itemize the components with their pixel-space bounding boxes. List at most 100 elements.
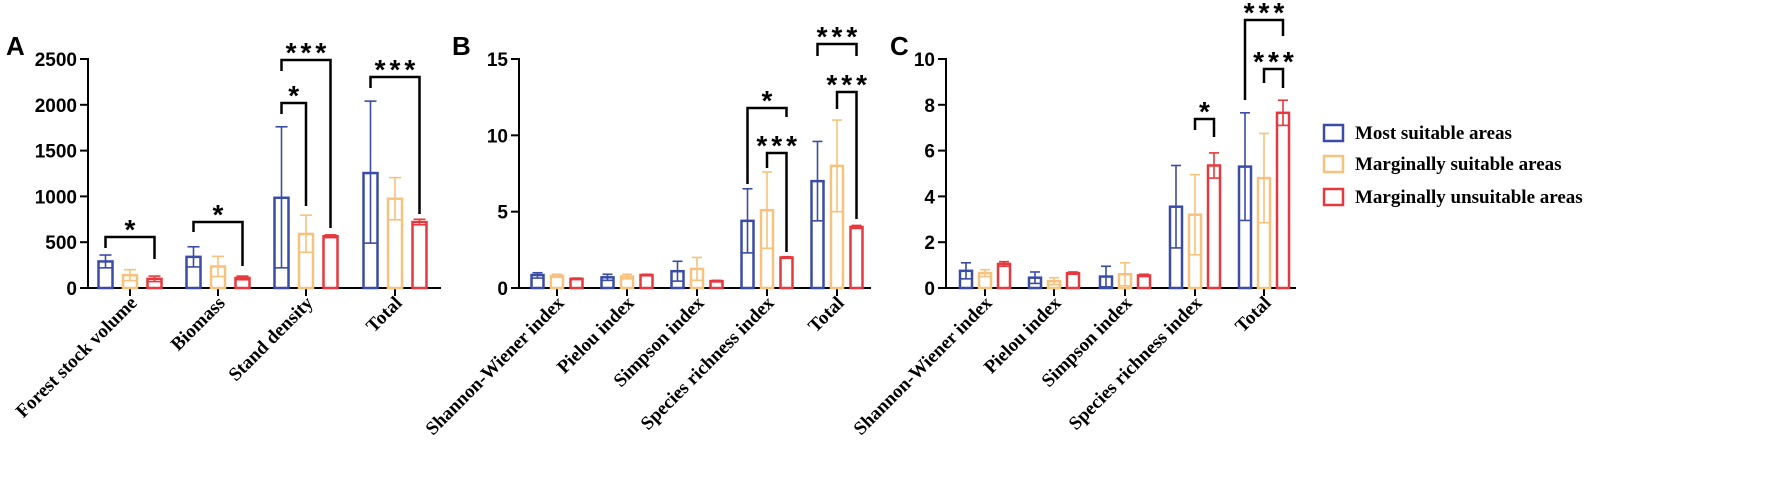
error-bar-marginally-unsuitable-areas-species-richness-index [781, 255, 792, 260]
significance-label: * [213, 199, 228, 230]
bar-marginally-unsuitable-areas-stand-density [322, 234, 339, 290]
x-tick-label-total: Total [804, 293, 848, 337]
error-bar-most-suitable-areas-simpson-index [672, 260, 683, 282]
error-bar-marginally-suitable-areas-simpson-index [1120, 262, 1130, 287]
x-tick-label-shannon-wiener-index: Shannon-Wiener index [422, 292, 569, 439]
legend-label-marginally-unsuitable-areas: Marginally unsuitable areas [1355, 187, 1583, 208]
significance-label: *** [286, 37, 331, 68]
bar-marginally-unsuitable-areas-shannon-wiener-index [996, 262, 1012, 290]
error-bar-most-suitable-areas-biomass [187, 245, 200, 268]
y-tick-label: 0 [66, 279, 77, 300]
significance-bracket [280, 58, 332, 228]
error-bar-marginally-unsuitable-areas-simpson-index [711, 279, 722, 283]
significance-bracket [746, 106, 788, 184]
y-tick-label: 10 [487, 126, 508, 147]
significance-bracket [192, 220, 244, 266]
error-bar-most-suitable-areas-pielou-index [602, 273, 613, 282]
error-bar-marginally-unsuitable-areas-pielou-index [641, 273, 652, 277]
significance-bracket [835, 90, 858, 219]
y-tick-label: 6 [924, 142, 935, 163]
significance-label: * [125, 214, 140, 245]
x-tick-label-total: Total [362, 293, 406, 337]
error-bar-marginally-unsuitable-areas-pielou-index [1068, 271, 1078, 276]
x-tick-label-stand-density: Stand density [225, 292, 318, 385]
error-bar-most-suitable-areas-simpson-index [1101, 265, 1111, 288]
error-bar-marginally-suitable-areas-total [832, 119, 842, 213]
y-tick-label: 2 [924, 233, 935, 254]
panel-a: A 0 500 1000 1500 2000 2500 Forest stock volume… [6, 31, 441, 423]
error-bar-most-suitable-areas-shannon-wiener-index [532, 271, 543, 279]
legend-swatch-most-suitable-areas [1322, 123, 1345, 143]
error-bar-marginally-suitable-areas-shannon-wiener-index [552, 273, 562, 279]
y-tick-label: 5 [497, 203, 508, 224]
x-tick-label-biomass: Biomass [167, 293, 230, 356]
error-bar-marginally-unsuitable-areas-simpson-index [1139, 273, 1149, 278]
y-tick-label: 4 [924, 187, 935, 208]
y-tick-label: 8 [924, 96, 935, 117]
error-bar-marginally-suitable-areas-pielou-index [1049, 276, 1059, 286]
x-tick-label-species-richness-index: Species richness index [637, 292, 779, 434]
error-bar-marginally-suitable-areas-species-richness-index [1190, 173, 1200, 256]
significance-bracket [280, 101, 308, 206]
significance-bracket [1262, 67, 1285, 88]
y-tick-label: 0 [924, 279, 935, 300]
y-tick-label: 500 [45, 233, 77, 254]
error-bar-marginally-unsuitable-areas-shannon-wiener-index [571, 277, 582, 281]
legend-item-most-suitable-areas: Most suitable areas [1322, 123, 1512, 144]
significance-label: *** [1244, 0, 1289, 28]
y-tick-label: 0 [497, 279, 508, 300]
error-bar-marginally-unsuitable-areas-total [1278, 99, 1288, 127]
error-bar-marginally-unsuitable-areas-stand-density [324, 234, 337, 239]
error-bar-most-suitable-areas-total [364, 100, 377, 244]
error-bar-marginally-suitable-areas-total [1259, 132, 1269, 224]
error-bar-marginally-suitable-areas-stand-density [300, 214, 312, 254]
y-tick-label: 15 [487, 50, 509, 71]
error-bar-marginally-unsuitable-areas-biomass [236, 275, 249, 281]
legend-label-most-suitable-areas: Most suitable areas [1355, 123, 1512, 144]
legend-item-marginally-unsuitable-areas: Marginally unsuitable areas [1322, 187, 1583, 208]
error-bar-most-suitable-areas-species-richness-index [1171, 164, 1181, 249]
error-bar-most-suitable-areas-forest-stock-volume [99, 254, 112, 269]
x-tick-label-forest-stock-volume: Forest stock volume [12, 293, 142, 423]
error-bar-marginally-suitable-areas-species-richness-index [762, 171, 772, 250]
bar-marginally-unsuitable-areas-total [411, 220, 428, 290]
error-bar-marginally-unsuitable-areas-species-richness-index [1209, 152, 1219, 179]
significance-bracket [765, 151, 788, 252]
error-bar-most-suitable-areas-species-richness-index [742, 187, 753, 254]
x-tick-label-total: Total [1231, 293, 1275, 337]
significance-bracket [1243, 18, 1285, 100]
significance-label: *** [826, 69, 871, 100]
error-bar-marginally-suitable-areas-pielou-index [622, 273, 632, 280]
error-bar-marginally-suitable-areas-forest-stock-volume [124, 268, 136, 282]
error-bar-marginally-unsuitable-areas-total [851, 224, 862, 230]
legend-label-marginally-suitable-areas: Marginally suitable areas [1355, 154, 1562, 175]
panel-label: C [890, 31, 909, 61]
legend-item-marginally-suitable-areas: Marginally suitable areas [1322, 154, 1562, 175]
significance-label: *** [375, 54, 420, 85]
error-bar-most-suitable-areas-total [812, 140, 823, 222]
legend: Most suitable areas Marginally suitable … [1322, 123, 1583, 208]
bar-marginally-unsuitable-areas-pielou-index [639, 273, 654, 290]
error-bar-marginally-suitable-areas-biomass [212, 255, 224, 278]
significance-bracket [1193, 117, 1216, 137]
significance-bracket [369, 75, 421, 214]
error-bar-marginally-unsuitable-areas-forest-stock-volume [148, 275, 161, 283]
bar-marginally-unsuitable-areas-total [1275, 111, 1291, 290]
error-bar-most-suitable-areas-total [1240, 112, 1250, 222]
y-tick-label: 10 [914, 50, 935, 71]
x-tick-label-species-richness-index: Species richness index [1065, 292, 1207, 434]
significance-label: *** [756, 130, 801, 161]
significance-label: * [762, 85, 777, 116]
error-bar-most-suitable-areas-shannon-wiener-index [961, 262, 971, 280]
legend-swatch-marginally-unsuitable-areas [1322, 187, 1345, 207]
error-bar-most-suitable-areas-stand-density [275, 125, 288, 269]
significance-bracket [104, 235, 156, 259]
error-bar-marginally-unsuitable-areas-total [413, 218, 426, 226]
error-bar-marginally-suitable-areas-simpson-index [692, 256, 702, 282]
y-tick-label: 2000 [35, 96, 77, 117]
bar-marginally-unsuitable-areas-pielou-index [1065, 271, 1081, 290]
